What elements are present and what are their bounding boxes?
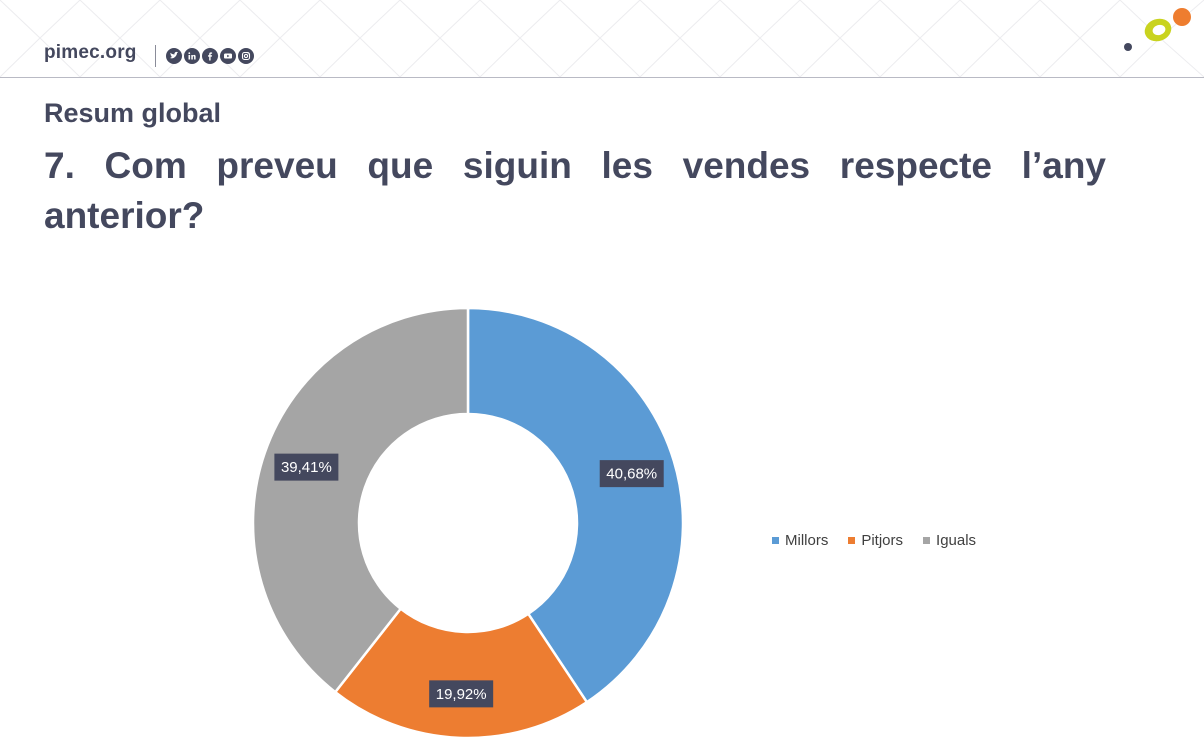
section-label: Resum global (44, 98, 222, 128)
data-label-box (429, 680, 494, 708)
header-pattern (0, 0, 1204, 77)
brand-separator (155, 45, 156, 67)
facebook-icon[interactable] (202, 48, 218, 64)
legend-label: Millors (785, 532, 829, 549)
legend-label: Iguals (936, 532, 977, 549)
data-label-text: 19,92% (436, 686, 487, 703)
linkedin-icon[interactable] (184, 48, 200, 64)
donut-slice-millors (466, 306, 685, 704)
chart-legend: Millors Pitjors Iguals (772, 532, 976, 549)
page-header: pimec.org (0, 0, 1204, 78)
data-label-pitjors: 19,92% (429, 680, 494, 708)
data-label-millors: 40,68% (599, 460, 664, 488)
legend-item-iguals: Iguals (923, 532, 976, 549)
donut-slice-iguals (251, 306, 470, 694)
question-title: 7. Com preveu que siguin les vendes resp… (44, 145, 1106, 236)
legend-item-pitjors: Pitjors (848, 532, 903, 549)
legend-swatch (848, 537, 856, 544)
instagram-icon[interactable] (238, 48, 254, 64)
data-label-text: 40,68% (606, 466, 657, 483)
brand-name[interactable]: pimec.org (44, 42, 137, 63)
social-links (166, 48, 254, 64)
donut-slice-pitjors (333, 606, 589, 740)
data-label-text: 39,41% (281, 459, 332, 476)
twitter-icon[interactable] (166, 48, 182, 64)
data-label-box (274, 453, 339, 481)
pimec-logo (1124, 8, 1191, 51)
legend-label: Pitjors (861, 532, 904, 549)
legend-swatch (772, 537, 779, 544)
data-label-box (599, 460, 664, 488)
legend-swatch (923, 537, 931, 544)
legend-item-millors: Millors (772, 532, 828, 549)
youtube-icon[interactable] (220, 48, 236, 64)
data-label-iguals: 39,41% (274, 453, 339, 481)
